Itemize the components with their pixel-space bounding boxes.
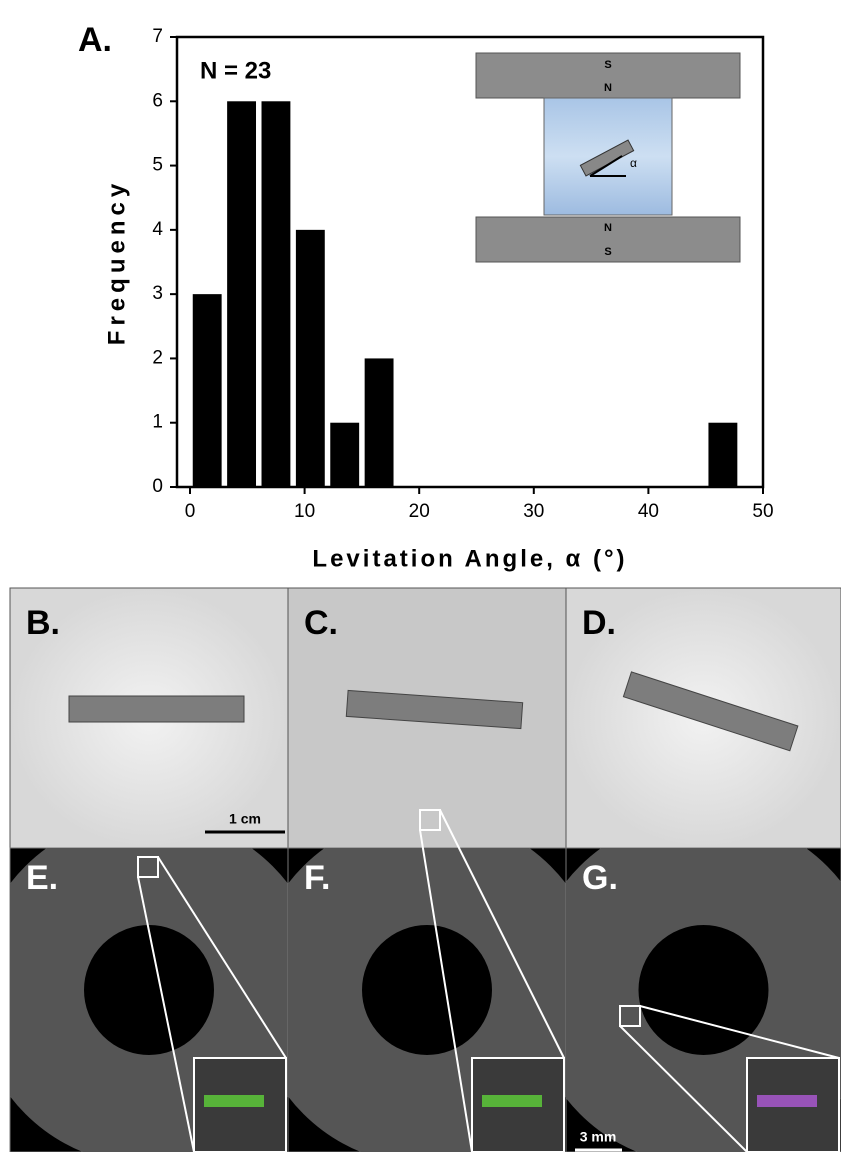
pole-label: S <box>604 246 611 258</box>
x-tick-label: 10 <box>294 501 315 522</box>
bar <box>261 101 291 488</box>
y-tick-label: 5 <box>152 155 163 176</box>
ct-panel: E. <box>9 847 289 1153</box>
y-tick-label: 6 <box>152 90 163 111</box>
panel-label: E. <box>26 859 58 897</box>
y-axis-title: Frequency <box>103 179 130 345</box>
sample <box>68 695 245 723</box>
signal <box>482 1095 542 1107</box>
ct-ring <box>10 848 288 1152</box>
y-tick-label: 0 <box>152 476 163 497</box>
plot: 0 1 2 3 4 5 6 7 0 10 20 30 40 50 N = 23 Levitation Angl… <box>103 26 773 572</box>
zoom-box <box>137 856 159 878</box>
pole-label: N <box>604 222 612 234</box>
angle-label: α <box>630 156 637 170</box>
y-tick-label: 1 <box>152 412 163 433</box>
photo-panel: B. <box>9 587 289 849</box>
y-tick-label: 4 <box>152 219 163 240</box>
panel-label: C. <box>304 604 338 642</box>
x-axis-title: Levitation Angle, α (°) <box>312 545 627 572</box>
scale-label: 1 cm <box>229 811 261 827</box>
ct-panel: G. <box>565 847 841 1153</box>
signal <box>204 1095 264 1107</box>
zoom-box <box>619 1005 641 1027</box>
x-tick-label: 50 <box>752 501 773 522</box>
zoom-line <box>439 809 565 1059</box>
plot-frame <box>175 35 765 489</box>
panel-label: B. <box>26 604 60 642</box>
x-tick-label: 30 <box>523 501 544 522</box>
panel-label: D. <box>582 604 616 642</box>
bar <box>364 358 394 487</box>
x-tick-label: 40 <box>638 501 659 522</box>
ct-panel: F. <box>287 809 567 1153</box>
panel-label: G. <box>582 859 618 897</box>
pole-label: N <box>604 82 612 94</box>
bar <box>192 294 222 487</box>
scale-label: 3 mm <box>580 1129 617 1145</box>
photo-panel: D. <box>565 587 841 849</box>
bar <box>330 422 360 487</box>
zoom-box <box>419 809 441 831</box>
y-tick-label: 3 <box>152 283 163 304</box>
magnet <box>475 216 741 263</box>
x-tick-label: 20 <box>409 501 430 522</box>
bar <box>227 101 257 488</box>
zoom-line <box>639 1005 840 1059</box>
pole-label: S <box>604 59 611 71</box>
x-tick-label: 0 <box>185 501 196 522</box>
zoom-line <box>419 829 473 1153</box>
arrow <box>589 155 623 177</box>
zoom-line <box>157 856 287 1059</box>
sample <box>345 689 524 730</box>
panel-label: F. <box>304 859 330 897</box>
y-tick-label: 7 <box>152 26 163 47</box>
magnet <box>475 52 741 99</box>
zoom-line <box>137 876 195 1153</box>
bar <box>708 422 738 487</box>
sample <box>622 671 799 752</box>
magnet-inset: S N N S α <box>475 52 741 263</box>
panel-label: A. <box>78 21 112 59</box>
zoom-line <box>619 1025 748 1153</box>
bar <box>295 229 325 487</box>
photo-panel: C. <box>287 587 567 849</box>
y-tick-label: 2 <box>152 347 163 368</box>
signal <box>757 1095 817 1107</box>
annotation: N = 23 <box>200 57 271 84</box>
